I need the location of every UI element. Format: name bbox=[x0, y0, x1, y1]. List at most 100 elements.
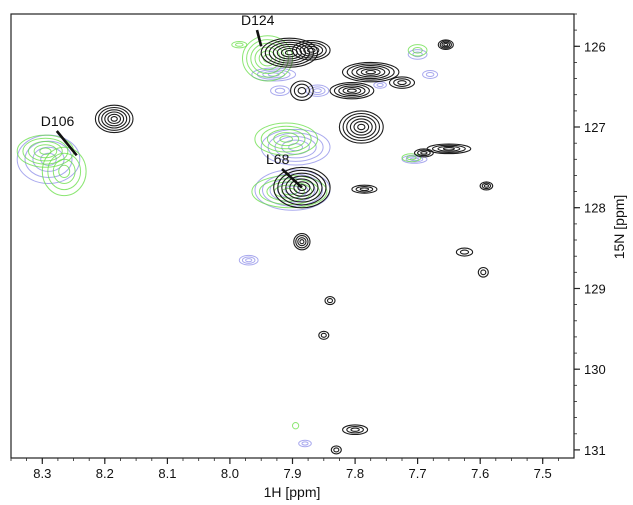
x-axis-title: 1H [ppm] bbox=[264, 484, 321, 500]
contour-level bbox=[98, 106, 131, 131]
x-tick-label: 7.6 bbox=[471, 466, 489, 481]
peak-black-0 bbox=[437, 39, 454, 51]
contour-level bbox=[346, 63, 395, 81]
contour-level bbox=[41, 146, 87, 197]
contour-level bbox=[437, 39, 454, 51]
peak-green-8 bbox=[292, 422, 300, 430]
contour-level bbox=[406, 155, 417, 161]
contour-level bbox=[306, 47, 316, 53]
contour-level bbox=[407, 44, 428, 57]
y-tick-label: 131 bbox=[584, 443, 606, 458]
contour-level bbox=[47, 152, 82, 191]
contour-level bbox=[262, 173, 323, 207]
contour-level bbox=[295, 235, 309, 249]
contour-level bbox=[245, 258, 253, 263]
contour-level bbox=[241, 256, 256, 264]
peak-black-4 bbox=[329, 82, 375, 100]
annotation-pointer-d106 bbox=[55, 130, 78, 157]
peak-blue-1 bbox=[260, 128, 331, 166]
annotation-d124: D124 bbox=[241, 12, 275, 28]
contour-level bbox=[293, 233, 311, 251]
contour-level bbox=[260, 128, 331, 166]
contour-level bbox=[268, 41, 311, 64]
contour-level bbox=[273, 166, 331, 209]
contour-level bbox=[320, 332, 327, 338]
contour-level bbox=[405, 156, 424, 163]
contour-level bbox=[297, 86, 307, 95]
contour-level bbox=[346, 425, 364, 434]
contour-level bbox=[350, 427, 360, 432]
peak-blue-8 bbox=[407, 49, 428, 60]
contour-level bbox=[393, 78, 411, 87]
contour-level bbox=[342, 86, 362, 95]
contour-level bbox=[356, 66, 386, 78]
contour-level bbox=[297, 237, 307, 247]
contour-level bbox=[104, 111, 125, 127]
peak-black-17 bbox=[324, 296, 336, 306]
x-tick-label: 7.8 bbox=[346, 466, 364, 481]
y-tick-label: 130 bbox=[584, 362, 606, 377]
contour-level bbox=[266, 128, 306, 150]
contour-level bbox=[235, 42, 244, 47]
contour-level bbox=[299, 239, 305, 245]
contour-level bbox=[439, 40, 452, 49]
contour-level bbox=[413, 148, 434, 158]
annotation-d106: D106 bbox=[41, 113, 75, 129]
contour-level bbox=[33, 144, 58, 159]
contour-level bbox=[431, 144, 466, 153]
contour-level bbox=[326, 298, 334, 304]
contour-level bbox=[346, 115, 377, 139]
peak-black-12 bbox=[351, 184, 378, 194]
y-tick-label: 129 bbox=[584, 282, 606, 297]
contour-level bbox=[365, 69, 376, 75]
contour-level bbox=[279, 135, 294, 143]
contour-level bbox=[480, 269, 487, 276]
series-black bbox=[94, 37, 494, 455]
contour-level bbox=[349, 118, 373, 136]
contour-level bbox=[318, 330, 330, 340]
contour-level bbox=[401, 153, 422, 163]
contour-level bbox=[360, 68, 381, 76]
contour-level bbox=[22, 137, 69, 165]
contour-level bbox=[417, 149, 431, 157]
contour-level bbox=[407, 49, 428, 60]
contour-level bbox=[412, 47, 423, 54]
y-axis-title: 15N [ppm] bbox=[611, 195, 627, 260]
peak-black-3 bbox=[341, 61, 400, 83]
contour-level bbox=[299, 43, 324, 57]
contour-level bbox=[437, 145, 461, 152]
peak-blue-6 bbox=[238, 254, 259, 266]
annotation-pointer-l68 bbox=[281, 168, 303, 189]
contour-level bbox=[301, 441, 309, 446]
contour-level bbox=[290, 80, 314, 101]
contour-level bbox=[351, 184, 378, 194]
annotation-pointer-d124 bbox=[255, 29, 263, 47]
contour-level bbox=[477, 266, 489, 278]
contour-level bbox=[342, 424, 369, 436]
contour-level bbox=[298, 439, 312, 448]
contour-level bbox=[441, 41, 451, 48]
contour-level bbox=[289, 178, 315, 197]
x-tick-label: 8.1 bbox=[158, 466, 176, 481]
y-tick-label: 126 bbox=[584, 39, 606, 54]
contour-level bbox=[412, 51, 423, 58]
contour-level bbox=[388, 76, 416, 89]
peak-green-6 bbox=[407, 44, 428, 57]
contour-level bbox=[355, 185, 374, 193]
contour-level bbox=[94, 104, 134, 134]
contour-level bbox=[338, 110, 384, 144]
contour-level bbox=[58, 164, 71, 178]
contour-level bbox=[292, 422, 300, 430]
peak-black-11 bbox=[273, 166, 331, 209]
x-tick-label: 7.9 bbox=[283, 466, 301, 481]
peak-black-15 bbox=[455, 247, 474, 257]
peak-black-19 bbox=[342, 424, 369, 436]
contour-level bbox=[479, 181, 494, 191]
peak-black-13 bbox=[479, 181, 494, 191]
contour-level bbox=[267, 132, 324, 162]
contour-level bbox=[353, 121, 370, 133]
contour-layer bbox=[16, 35, 494, 455]
contour-level bbox=[258, 178, 320, 206]
contour-level bbox=[309, 86, 326, 95]
